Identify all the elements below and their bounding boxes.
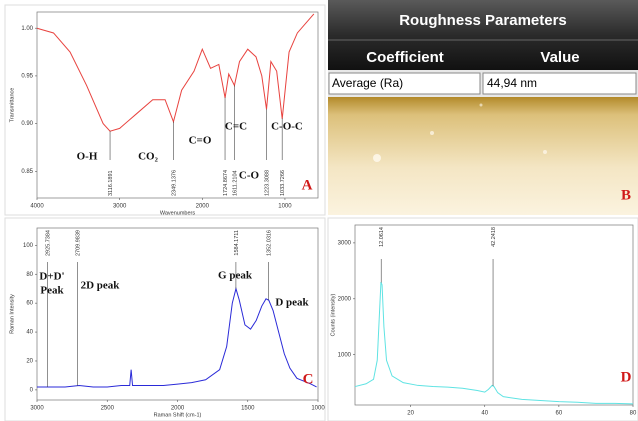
peak-label: 1033.7266: [280, 170, 286, 196]
afm-spot: [430, 131, 434, 135]
column-header: Coefficient: [366, 49, 444, 66]
annotation: D peak: [275, 297, 309, 309]
peak-label: 2709.9839: [76, 230, 82, 256]
y-axis-label: Counts (intensity): [330, 293, 336, 336]
peak-label: 3116.1891: [108, 170, 114, 196]
x-tick-label: 2000: [196, 204, 210, 210]
y-tick-label: 1000: [338, 352, 352, 358]
panel-b: Roughness Parameters Coefficient Value A…: [328, 0, 638, 215]
figure: Roughness Parameters Coefficient Value A…: [0, 0, 638, 421]
peak-label: 2349.1376: [171, 170, 177, 196]
afm-spot: [480, 104, 483, 107]
annotation: G peak: [218, 270, 253, 282]
peak-label: 1352.0316: [267, 230, 273, 256]
panel-a: [5, 5, 325, 215]
y-tick-label: 1.00: [21, 26, 33, 32]
x-tick-label: 40: [481, 411, 488, 417]
panel-label: D: [621, 369, 632, 385]
x-tick-label: 4000: [30, 204, 44, 210]
x-tick-label: 3000: [113, 204, 127, 210]
y-tick-label: 3000: [338, 240, 352, 246]
panel-label: A: [302, 177, 313, 193]
x-axis-label: Wavenumbers: [160, 210, 196, 216]
annotation: D+D': [39, 271, 64, 283]
panel-d: [328, 218, 638, 421]
y-tick-label: 0.90: [21, 121, 33, 127]
panel-c: [5, 218, 325, 421]
peak-label: 12.0614: [379, 227, 385, 247]
y-tick-label: 100: [23, 243, 34, 249]
x-tick-label: 3000: [30, 406, 44, 412]
y-tick-label: 60: [26, 301, 33, 307]
peak-label: 2925.7384: [45, 230, 51, 256]
x-tick-label: 20: [407, 411, 414, 417]
x-tick-label: 2000: [171, 406, 185, 412]
annotation: Peak: [40, 285, 64, 297]
panel-label: C: [303, 371, 314, 387]
x-tick-label: 2500: [101, 406, 115, 412]
y-axis-label: Raman Intensity: [9, 294, 15, 334]
annotation: O-H: [77, 151, 98, 163]
y-tick-label: 2000: [338, 296, 352, 302]
panel-label: B: [621, 187, 631, 203]
annotation: C-O-C: [271, 121, 303, 133]
y-tick-label: 40: [26, 330, 33, 336]
annotation: C=C: [225, 121, 247, 133]
x-tick-label: 1500: [241, 406, 255, 412]
y-tick-label: 0.95: [21, 73, 33, 79]
afm-spot: [373, 154, 381, 162]
peak-label: 1584.1711: [234, 230, 240, 256]
table-title: Roughness Parameters: [399, 12, 567, 29]
x-tick-label: 1000: [311, 406, 325, 412]
y-tick-label: 0.85: [21, 169, 33, 175]
x-tick-label: 1000: [278, 204, 292, 210]
x-tick-label: 80: [630, 411, 637, 417]
annotation: C=O: [189, 135, 212, 147]
x-axis-label: Raman Shift (cm-1): [154, 412, 202, 418]
cell-text: 44,94 nm: [487, 76, 537, 90]
annotation: CO₂: [138, 151, 159, 163]
peak-label: 1724.8674: [223, 170, 229, 196]
peak-label: 42.2418: [491, 227, 497, 247]
annotation: 2D peak: [81, 280, 121, 292]
column-header: Value: [540, 49, 579, 66]
afm-spot: [543, 150, 547, 154]
x-tick-label: 60: [556, 411, 563, 417]
cell-text: Average (Ra): [332, 76, 403, 90]
annotation: C-O: [239, 170, 260, 182]
peak-label: 1223.3088: [264, 170, 270, 196]
y-tick-label: 80: [26, 272, 33, 278]
peak-label: 1611.2104: [232, 170, 238, 196]
y-axis-label: Transmittance: [9, 88, 15, 123]
y-tick-label: 20: [26, 359, 33, 365]
